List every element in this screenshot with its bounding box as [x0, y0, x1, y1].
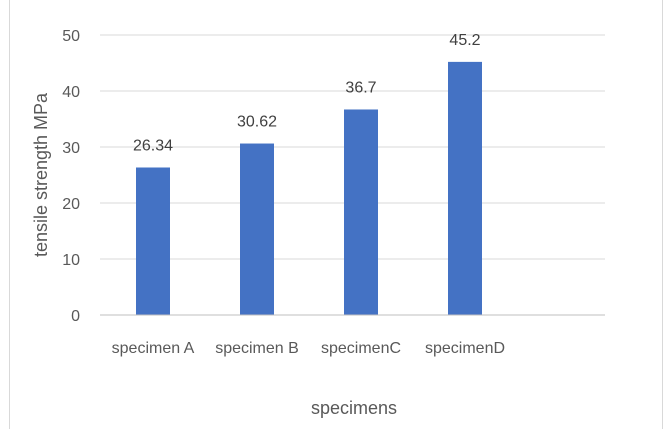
x-tick-label-2: specimen B — [215, 340, 299, 357]
bar-1 — [136, 167, 170, 315]
data-label-2: 30.62 — [237, 114, 277, 131]
y-tick-label-20: 20 — [62, 196, 80, 213]
y-tick-label-0: 0 — [71, 308, 80, 325]
data-label-3: 36.7 — [345, 79, 376, 96]
bar-4 — [448, 61, 482, 315]
labels: 0 10 20 30 40 50 26.34 specimen A 30.62 specimen … — [62, 28, 505, 357]
x-tick-label-4: specimenD — [425, 340, 505, 357]
bar-3 — [344, 109, 378, 315]
y-tick-label-50: 50 — [62, 28, 80, 45]
x-tick-label-3: specimenC — [321, 340, 401, 357]
y-axis-title: tensile strength MPa — [31, 92, 51, 257]
data-label-1: 26.34 — [133, 137, 173, 154]
chart-frame — [9, 0, 663, 429]
bars — [136, 61, 482, 315]
data-label-4: 45.2 — [449, 32, 480, 49]
y-tick-label-40: 40 — [62, 84, 80, 101]
bar-2 — [240, 143, 274, 315]
x-tick-label-1: specimen A — [112, 340, 195, 357]
y-tick-label-10: 10 — [62, 252, 80, 269]
x-axis-title: specimens — [311, 398, 397, 418]
y-tick-label-30: 30 — [62, 140, 80, 157]
